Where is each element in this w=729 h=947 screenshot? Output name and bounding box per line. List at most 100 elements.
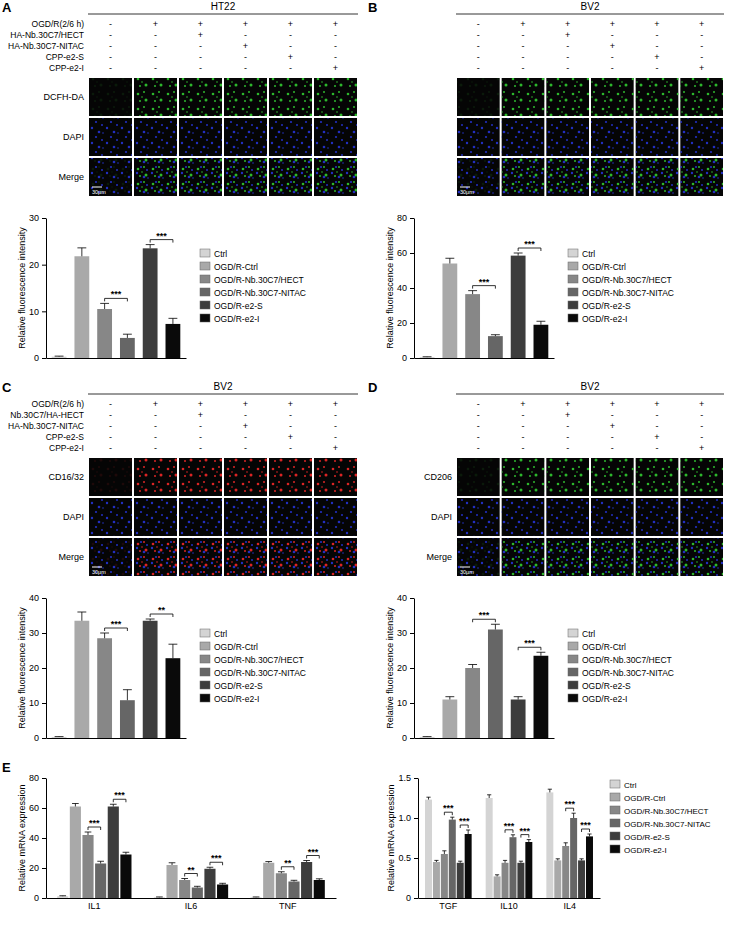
y-tick-label: 1.5	[398, 773, 411, 783]
y-tick: 30	[397, 628, 414, 638]
error-bar-cap	[503, 860, 507, 861]
micrograph	[502, 538, 545, 576]
micrograph-background	[680, 498, 723, 536]
condition-sign: -	[566, 41, 569, 51]
micrograph-background	[636, 538, 679, 576]
condition-label: OGD/R(2/6 h)	[32, 399, 85, 409]
condition-sign: -	[700, 41, 703, 51]
condition-sign: -	[244, 443, 247, 453]
error-bar	[123, 334, 132, 338]
scale-bar	[460, 567, 470, 568]
bar	[192, 888, 203, 899]
micrograph-background	[134, 118, 177, 156]
micrograph-signal	[546, 118, 589, 156]
condition-label: HA-Nb.30C7/HECT	[10, 30, 84, 40]
micrograph-background	[89, 158, 132, 196]
error-bar	[495, 875, 499, 877]
y-axis: 010203040	[29, 593, 47, 743]
micrograph-background	[269, 458, 312, 496]
condition-sign: +	[654, 432, 659, 442]
y-axis-line	[46, 599, 47, 739]
micrograph-signal	[224, 458, 267, 496]
error-bar-stem	[75, 804, 76, 807]
image-row-label: Merge	[58, 172, 84, 182]
y-tick-mark	[414, 818, 418, 819]
micrograph	[224, 458, 267, 496]
condition-sign: +	[654, 19, 659, 29]
error-bar-cap	[278, 871, 285, 872]
y-tick-mark	[42, 898, 46, 899]
bar	[166, 324, 181, 358]
legend-label: OGD/R-Ctrl	[624, 794, 666, 803]
condition-sign: -	[611, 52, 614, 62]
micrograph-signal	[224, 78, 267, 116]
y-tick-mark	[414, 778, 418, 779]
bar	[74, 621, 89, 738]
significance-label: ***	[524, 638, 535, 648]
panel-header: BV2-+++++--+------+------+------+30μm	[456, 1, 724, 196]
bar	[82, 835, 93, 898]
error-bar-stem	[172, 318, 173, 324]
error-bar-cap	[156, 896, 163, 897]
micrograph	[591, 538, 634, 576]
condition-sign: -	[154, 30, 157, 40]
error-bar	[536, 652, 545, 656]
error-bar	[59, 895, 66, 896]
micrograph	[224, 158, 267, 196]
significance-label: ***	[114, 790, 125, 800]
y-tick-mark	[410, 288, 414, 289]
micrograph-signal	[457, 458, 500, 496]
micrograph-signal	[269, 158, 312, 196]
micrograph-signal	[457, 538, 500, 576]
x-axis-line	[47, 358, 187, 359]
error-bar-cap	[511, 834, 515, 835]
micrograph-signal	[224, 538, 267, 576]
micrograph	[636, 538, 679, 576]
micrograph-signal	[269, 158, 312, 196]
micrograph	[134, 118, 177, 156]
legend-label: Ctrl	[582, 249, 595, 259]
micrograph	[591, 458, 634, 496]
error-bar	[445, 258, 454, 263]
legend-label: OGD/R-Nb.30C7/HECT	[582, 655, 672, 665]
condition-sign: -	[244, 52, 247, 62]
x-axis	[415, 358, 555, 359]
micrograph-signal	[591, 118, 634, 156]
condition-sign: -	[154, 410, 157, 420]
legend-label: OGD/R-Nb.30C7/HECT	[582, 275, 672, 285]
micrograph-background	[457, 158, 500, 196]
y-tick: 0	[406, 893, 418, 903]
y-tick-label: 30	[29, 213, 39, 223]
micrograph	[636, 78, 679, 116]
micrograph-background	[636, 458, 679, 496]
y-tick-label: 0	[34, 733, 39, 743]
y-tick-label: 80	[29, 773, 39, 783]
condition-sign: -	[656, 443, 659, 453]
bar	[449, 820, 456, 898]
scale-bar-label: 30μm	[92, 189, 106, 195]
condition-label: HA-Nb.30C7-NITAC	[8, 421, 84, 431]
micrograph	[179, 538, 222, 576]
error-bar-cap	[445, 696, 454, 697]
y-tick-mark	[410, 358, 414, 359]
micrograph	[546, 158, 589, 196]
micrograph	[134, 538, 177, 576]
micrograph-signal	[89, 498, 132, 536]
micrograph	[269, 118, 312, 156]
micrograph-background	[224, 498, 267, 536]
significance-label: ***	[564, 799, 575, 809]
error-bar-cap	[579, 858, 583, 859]
y-axis: 020406080	[29, 773, 47, 903]
bar	[442, 264, 457, 359]
error-bar	[468, 665, 477, 669]
legend-swatch	[610, 793, 620, 801]
y-tick-mark	[42, 668, 46, 669]
condition-sign: -	[477, 421, 480, 431]
error-bar-stem	[540, 652, 541, 656]
legend-swatch	[200, 275, 210, 283]
error-bar-cap	[219, 883, 226, 884]
y-tick-label: 20	[397, 663, 407, 673]
scale-bar	[92, 567, 102, 568]
error-bar-cap	[468, 290, 477, 291]
x-axis-line	[47, 898, 337, 899]
